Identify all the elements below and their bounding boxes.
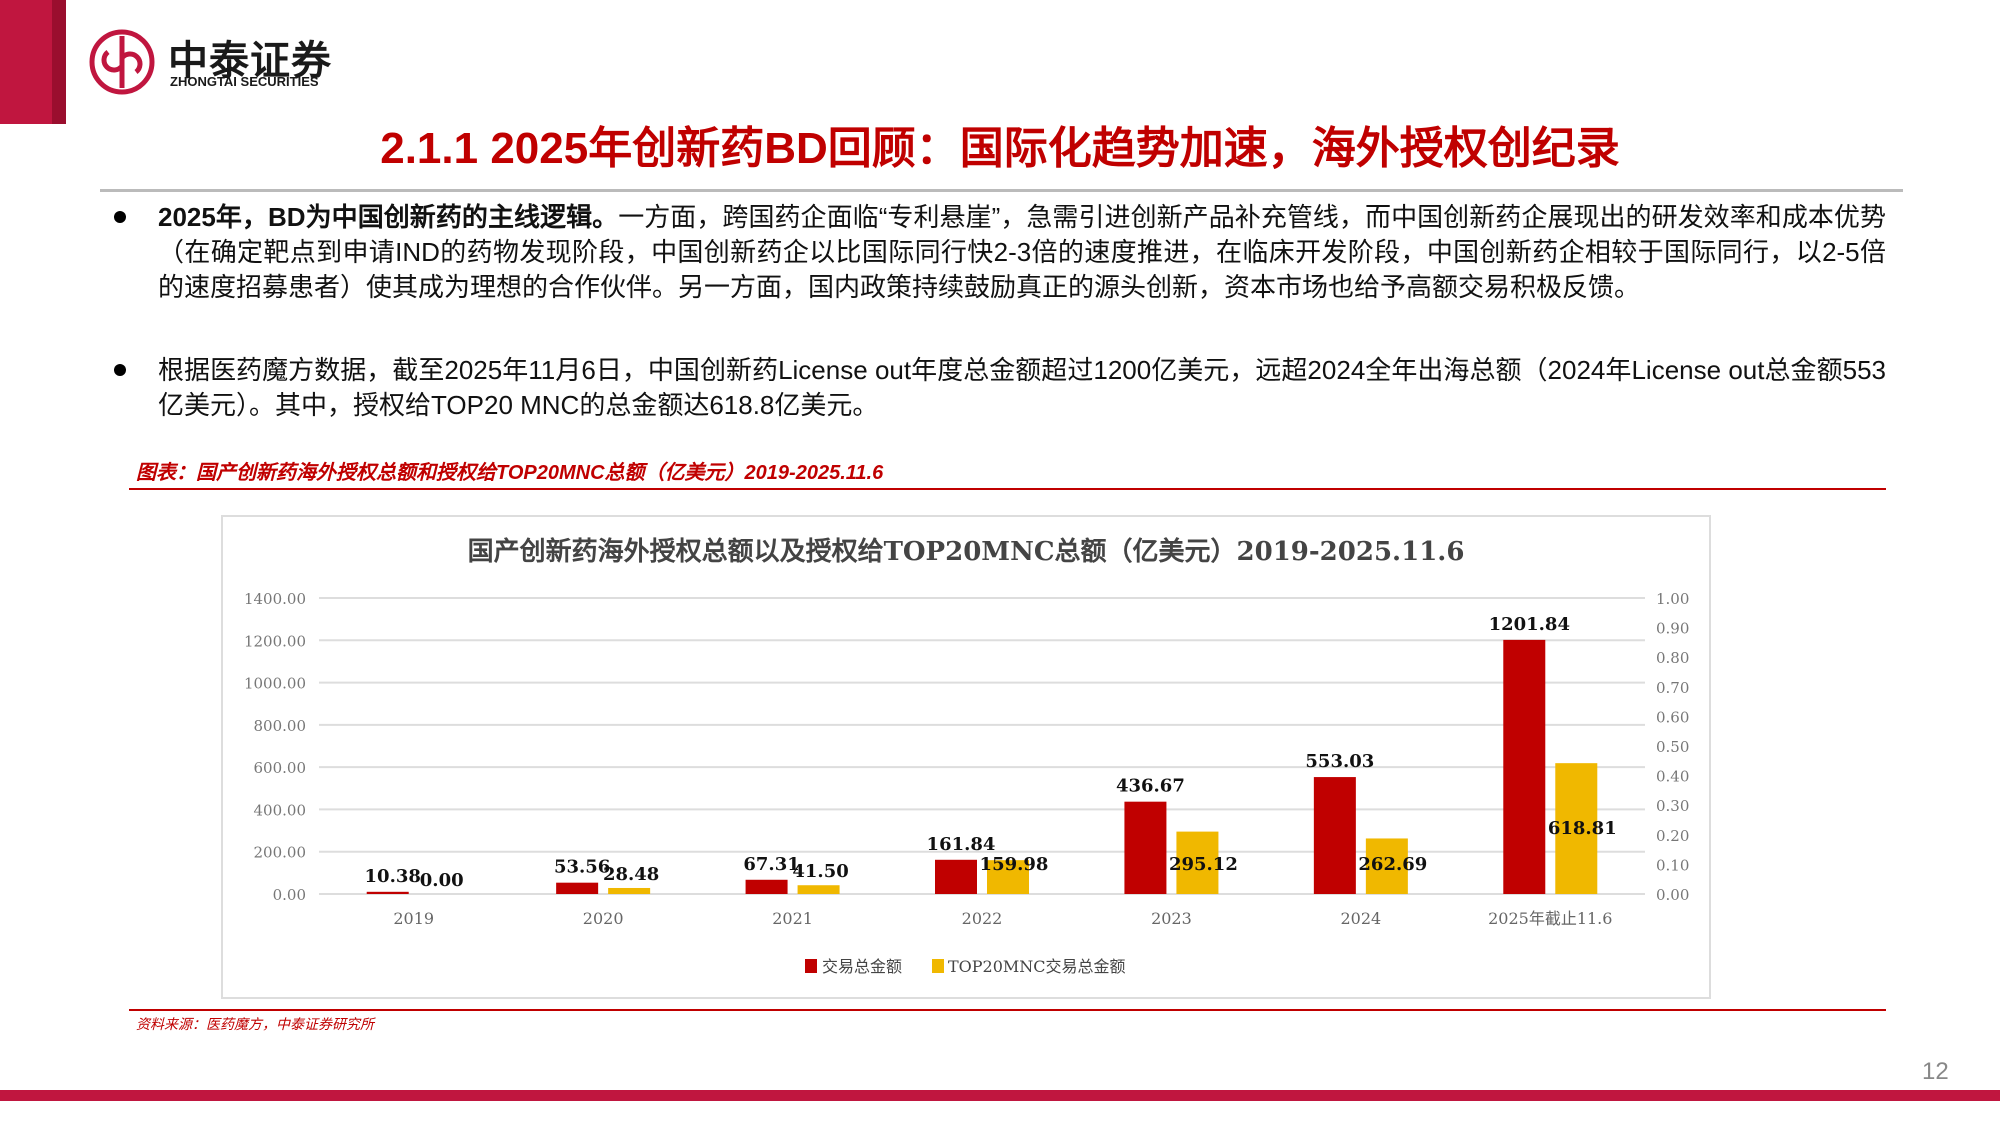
logo-name-en: ZHONGTAI SECURITIES xyxy=(170,74,319,89)
x-tick-label: 2022 xyxy=(962,909,1003,928)
data-label: 295.12 xyxy=(1169,854,1238,875)
y2-tick-label: 1.00 xyxy=(1656,590,1689,608)
y2-tick-label: 0.90 xyxy=(1656,620,1689,638)
x-tick-label: 2024 xyxy=(1340,909,1381,928)
corner-accent-bar xyxy=(0,0,52,124)
bar-total xyxy=(1503,639,1546,894)
legend-label-series1: 交易总金额 xyxy=(822,957,902,976)
x-tick-label: 2023 xyxy=(1151,909,1192,928)
bar-top20mnc xyxy=(1555,763,1598,894)
chart-title: 国产创新药海外授权总额以及授权给TOP20MNC总额（亿美元）2019-2025… xyxy=(468,536,1465,567)
y2-tick-label: 0.70 xyxy=(1656,679,1689,697)
x-tick-label: 2021 xyxy=(772,909,813,928)
legend-swatch-series2 xyxy=(932,959,944,973)
data-label: 159.98 xyxy=(980,854,1049,875)
y2-tick-label: 0.20 xyxy=(1656,827,1689,845)
y-tick-label: 1200.00 xyxy=(244,632,306,650)
y-tick-label: 600.00 xyxy=(254,759,307,777)
bullet-paragraph-1: 2025年，BD为中国创新药的主线逻辑。一方面，跨国药企面临“专利悬崖”，急需引… xyxy=(158,200,1886,305)
bullet-dot xyxy=(114,211,126,223)
title-divider xyxy=(100,189,1903,192)
source-divider xyxy=(129,1009,1886,1011)
bar-total xyxy=(745,879,788,894)
data-label: 67.31 xyxy=(743,854,799,875)
bar-total xyxy=(556,882,599,894)
data-label: 262.69 xyxy=(1358,854,1427,875)
y-tick-label: 200.00 xyxy=(254,844,307,862)
data-label: 553.03 xyxy=(1305,751,1374,772)
corner-accent-bar-dark xyxy=(52,0,66,124)
y-tick-label: 800.00 xyxy=(254,717,307,735)
y2-tick-label: 0.80 xyxy=(1656,649,1689,667)
x-tick-label: 2019 xyxy=(393,909,434,928)
data-label: 0.00 xyxy=(420,870,464,891)
y-tick-label: 400.00 xyxy=(254,801,307,819)
bar-total xyxy=(935,859,977,894)
y-tick-label: 0.00 xyxy=(273,886,306,904)
bullet-1-lead: 2025年，BD为中国创新药的主线逻辑。 xyxy=(158,202,619,232)
x-tick-label: 2025年截止11.6 xyxy=(1488,909,1612,928)
footer-bar xyxy=(0,1090,2000,1101)
bar-top20mnc xyxy=(797,885,840,894)
zhongtai-logo-icon xyxy=(89,29,155,95)
legend-label-series2: TOP20MNC交易总金额 xyxy=(948,957,1126,976)
caption-divider xyxy=(129,488,1886,490)
y2-tick-label: 0.10 xyxy=(1656,856,1689,874)
y2-tick-label: 0.50 xyxy=(1656,738,1689,756)
legend: 交易总金额 TOP20MNC交易总金额 xyxy=(805,957,1126,976)
x-tick-label: 2020 xyxy=(583,909,624,928)
logo-name-cn: 中泰证券 xyxy=(168,39,332,83)
figure-caption: 图表：国产创新药海外授权总额和授权给TOP20MNC总额（亿美元）2019-20… xyxy=(136,462,884,484)
bullet-2-text: 根据医药魔方数据，截至2025年11月6日，中国创新药License out年度… xyxy=(158,355,1886,420)
y2-tick-label: 0.60 xyxy=(1656,708,1689,726)
bar-total xyxy=(1313,777,1356,894)
bullet-dot xyxy=(114,364,126,376)
y2-tick-label: 0.30 xyxy=(1656,797,1689,815)
y2-tick-label: 0.40 xyxy=(1656,768,1689,786)
bullet-paragraph-2: 根据医药魔方数据，截至2025年11月6日，中国创新药License out年度… xyxy=(158,353,1886,423)
bar-top20mnc xyxy=(1365,838,1408,894)
data-label: 53.56 xyxy=(554,857,610,878)
page-number: 12 xyxy=(1922,1058,1949,1085)
bar-total xyxy=(1124,801,1167,894)
data-label: 161.84 xyxy=(927,834,996,855)
bar-top20mnc xyxy=(987,860,1029,894)
source-note: 资料来源：医药魔方，中泰证券研究所 xyxy=(136,1016,374,1032)
y-tick-label: 1400.00 xyxy=(244,590,306,608)
bar-top20mnc xyxy=(608,887,651,894)
page-title: 2.1.1 2025年创新药BD回顾：国际化趋势加速，海外授权创纪录 xyxy=(380,124,1620,173)
data-label: 10.38 xyxy=(365,866,421,887)
data-label: 436.67 xyxy=(1116,776,1185,797)
data-label: 618.81 xyxy=(1548,818,1617,839)
chart-frame xyxy=(221,515,1711,999)
bar-total xyxy=(366,891,409,894)
bar-top20mnc xyxy=(1176,831,1219,894)
data-label: 41.50 xyxy=(792,861,848,882)
legend-swatch-series1 xyxy=(805,959,817,973)
y-tick-label: 1000.00 xyxy=(244,675,306,693)
bullet-1-text: 一方面，跨国药企面临“专利悬崖”，急需引进创新产品补充管线，而中国创新药企展现出… xyxy=(158,202,1886,302)
data-label: 28.48 xyxy=(603,864,659,885)
data-label: 1201.84 xyxy=(1489,614,1570,635)
y2-tick-label: 0.00 xyxy=(1656,886,1689,904)
